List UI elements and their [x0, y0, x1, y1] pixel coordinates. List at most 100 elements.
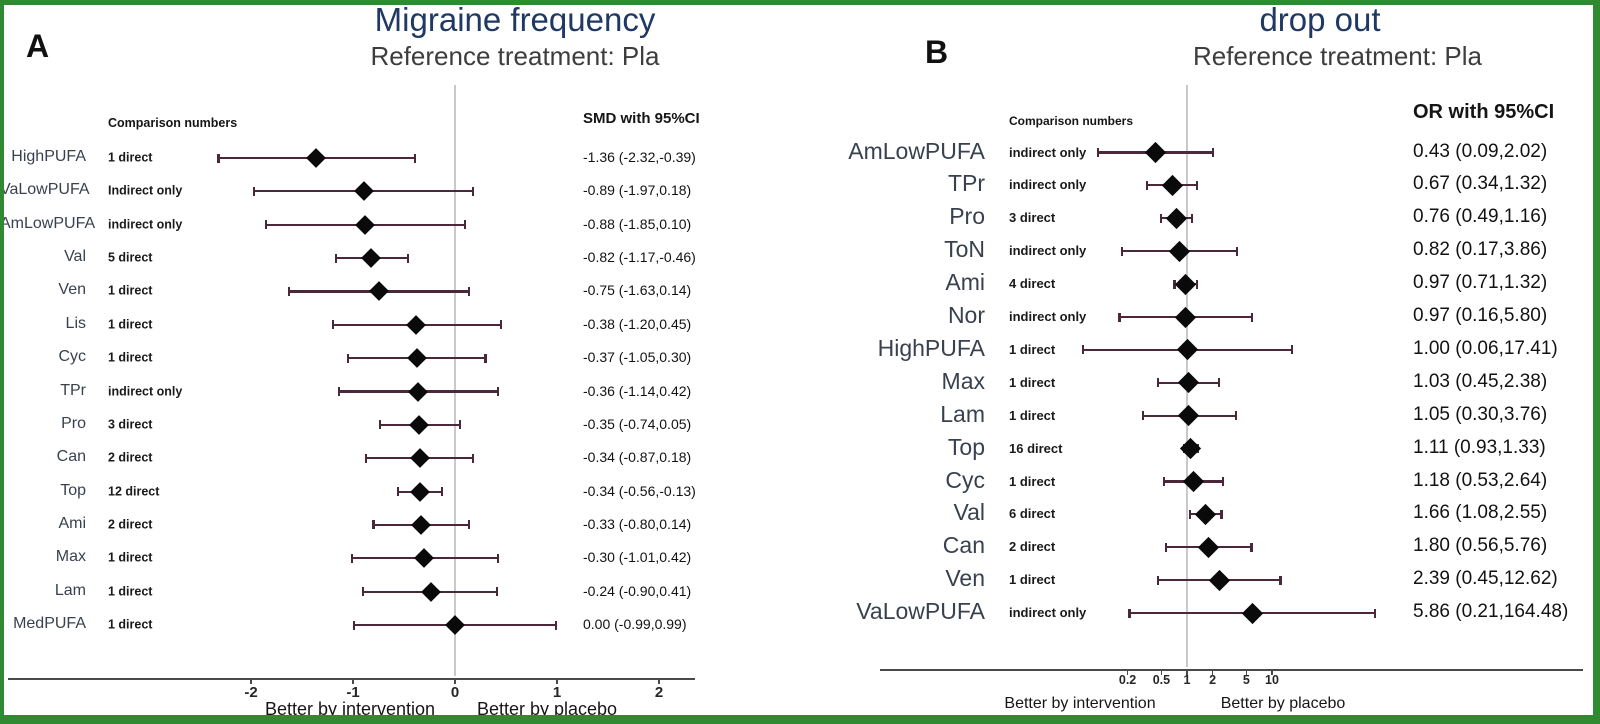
treatment-label: Pro	[61, 414, 86, 432]
effect-estimate: -0.36 (-1.14,0.42)	[583, 382, 692, 399]
treatment-label: Nor	[947, 302, 985, 329]
panel-a-title: Migraine frequency	[374, 1, 656, 38]
x-axis-tick-label: 1	[552, 684, 562, 701]
ci-cap-high	[468, 520, 471, 530]
comparison-count: 1 direct	[108, 550, 153, 565]
ci-cap-high	[472, 453, 475, 463]
comparison-count: Indirect only	[108, 183, 183, 198]
effect-estimate: -0.35 (-0.74,0.05)	[583, 416, 692, 433]
comparison-count: indirect only	[108, 217, 183, 232]
treatment-label: AmLowPUFA	[0, 214, 96, 232]
treatment-label: HighPUFA	[11, 148, 86, 166]
x-axis-tick	[1211, 671, 1214, 676]
panel-b-subtitle: Reference treatment: Pla	[1192, 41, 1483, 71]
point-estimate-diamond	[1166, 207, 1188, 229]
ci-cap-low	[334, 253, 337, 263]
effect-estimate: -0.88 (-1.85,0.10)	[583, 215, 692, 232]
treatment-label: Lam	[940, 400, 985, 427]
ci-cap-high	[1234, 411, 1237, 421]
ci-cap-low	[1173, 279, 1176, 289]
x-axis-tick	[1126, 671, 1129, 676]
comparison-count: 1 direct	[108, 350, 153, 365]
ci-cap-high	[458, 420, 462, 430]
effect-estimate: 1.05 (0.30,3.76)	[1413, 403, 1548, 425]
comparison-count: 3 direct	[1009, 210, 1056, 226]
x-axis-line	[880, 669, 1583, 672]
point-estimate-diamond	[1175, 306, 1197, 328]
point-estimate-diamond	[1145, 141, 1167, 164]
ci-cap-high	[484, 353, 487, 363]
comparison-count: 1 direct	[1009, 407, 1056, 423]
panel-a-footer-placebo: Better by placebo	[476, 699, 618, 719]
ci-cap-low	[1159, 213, 1162, 223]
comparison-count: indirect only	[1009, 308, 1087, 324]
effect-estimate: -0.75 (-1.63,0.14)	[583, 282, 692, 299]
effect-estimate: -0.34 (-0.87,0.18)	[583, 449, 692, 466]
treatment-label: Ven	[945, 565, 985, 592]
ci-cap-high	[464, 220, 467, 230]
effect-estimate: -1.36 (-2.32,-0.39)	[583, 149, 696, 166]
x-axis-line	[8, 678, 695, 681]
panel-b-effect-header: OR with 95%CI	[1413, 101, 1555, 123]
treatment-label: HighPUFA	[877, 335, 985, 362]
panel-b-letter: B	[925, 34, 949, 70]
comparison-count: 2 direct	[108, 450, 153, 465]
x-axis-tick	[1271, 671, 1273, 676]
ci-cap-high	[1220, 509, 1223, 519]
treatment-label: Ven	[58, 281, 86, 299]
effect-estimate: 0.00 (-0.99,0.99)	[583, 616, 687, 633]
panel-a-footer-intervention: Better by intervention	[264, 699, 436, 719]
ci-cap-low	[1097, 148, 1100, 157]
x-axis-tick	[658, 680, 660, 685]
treatment-label: Lis	[65, 314, 86, 332]
panel-b-comparison-header: Comparison numbers	[1009, 114, 1134, 128]
x-axis-tick	[1245, 671, 1248, 676]
effect-estimate: 5.86 (0.21,164.48)	[1413, 600, 1569, 622]
treatment-label: Can	[56, 448, 86, 466]
x-axis-tick-label: 0	[450, 684, 460, 701]
comparison-count: 1 direct	[108, 617, 153, 632]
panel-b-title: drop out	[1259, 1, 1381, 38]
ci-cap-low	[362, 587, 365, 597]
ci-cap-low	[1141, 411, 1144, 421]
point-estimate-diamond	[1180, 437, 1202, 460]
effect-estimate: 0.82 (0.17,3.86)	[1413, 239, 1548, 261]
comparison-count: 2 direct	[108, 517, 153, 532]
ci-cap-high	[1191, 213, 1194, 223]
x-axis-tick-label: 0.5	[1152, 673, 1171, 687]
treatment-label: Val	[64, 248, 86, 266]
x-axis-tick	[1186, 671, 1188, 676]
ci-cap-high	[1279, 575, 1282, 585]
comparison-count: 5 direct	[108, 250, 153, 265]
x-axis-tick-label: 10	[1265, 673, 1279, 687]
ci-cap-high	[496, 387, 499, 397]
ci-cap-low	[1146, 180, 1149, 190]
ci-cap-low	[1156, 575, 1159, 585]
treatment-label: Top	[947, 433, 985, 460]
ci-cap-high	[496, 553, 499, 563]
treatment-label: Lam	[54, 581, 86, 599]
ci-cap-high	[1196, 180, 1199, 190]
comparison-count: 1 direct	[1009, 341, 1056, 357]
treatment-label: Cyc	[945, 466, 985, 493]
effect-estimate: 1.80 (0.56,5.76)	[1413, 535, 1548, 557]
ci-cap-low	[378, 420, 381, 430]
treatment-label: VaLowPUFA	[856, 598, 985, 625]
x-axis-tick-label: 0.2	[1118, 673, 1137, 687]
x-axis-tick	[250, 680, 252, 685]
ci-cap-low	[331, 320, 334, 330]
effect-estimate: -0.82 (-1.17,-0.46)	[583, 249, 696, 266]
comparison-count: indirect only	[1009, 144, 1087, 160]
ci-cap-low	[337, 387, 340, 397]
point-estimate-diamond	[1177, 372, 1199, 394]
effect-estimate: 1.00 (0.06,17.41)	[1413, 337, 1558, 359]
point-estimate-diamond	[1241, 602, 1263, 624]
x-axis-tick	[352, 680, 354, 685]
ci-cap-high	[468, 286, 471, 296]
comparison-count: 1 direct	[1009, 374, 1056, 390]
comparison-count: 1 direct	[108, 583, 153, 598]
ci-cap-low	[350, 553, 354, 563]
ci-cap-low	[1118, 312, 1121, 322]
x-axis-tick-label: -2	[244, 684, 258, 701]
effect-estimate: 2.39 (0.45,12.62)	[1413, 568, 1558, 590]
